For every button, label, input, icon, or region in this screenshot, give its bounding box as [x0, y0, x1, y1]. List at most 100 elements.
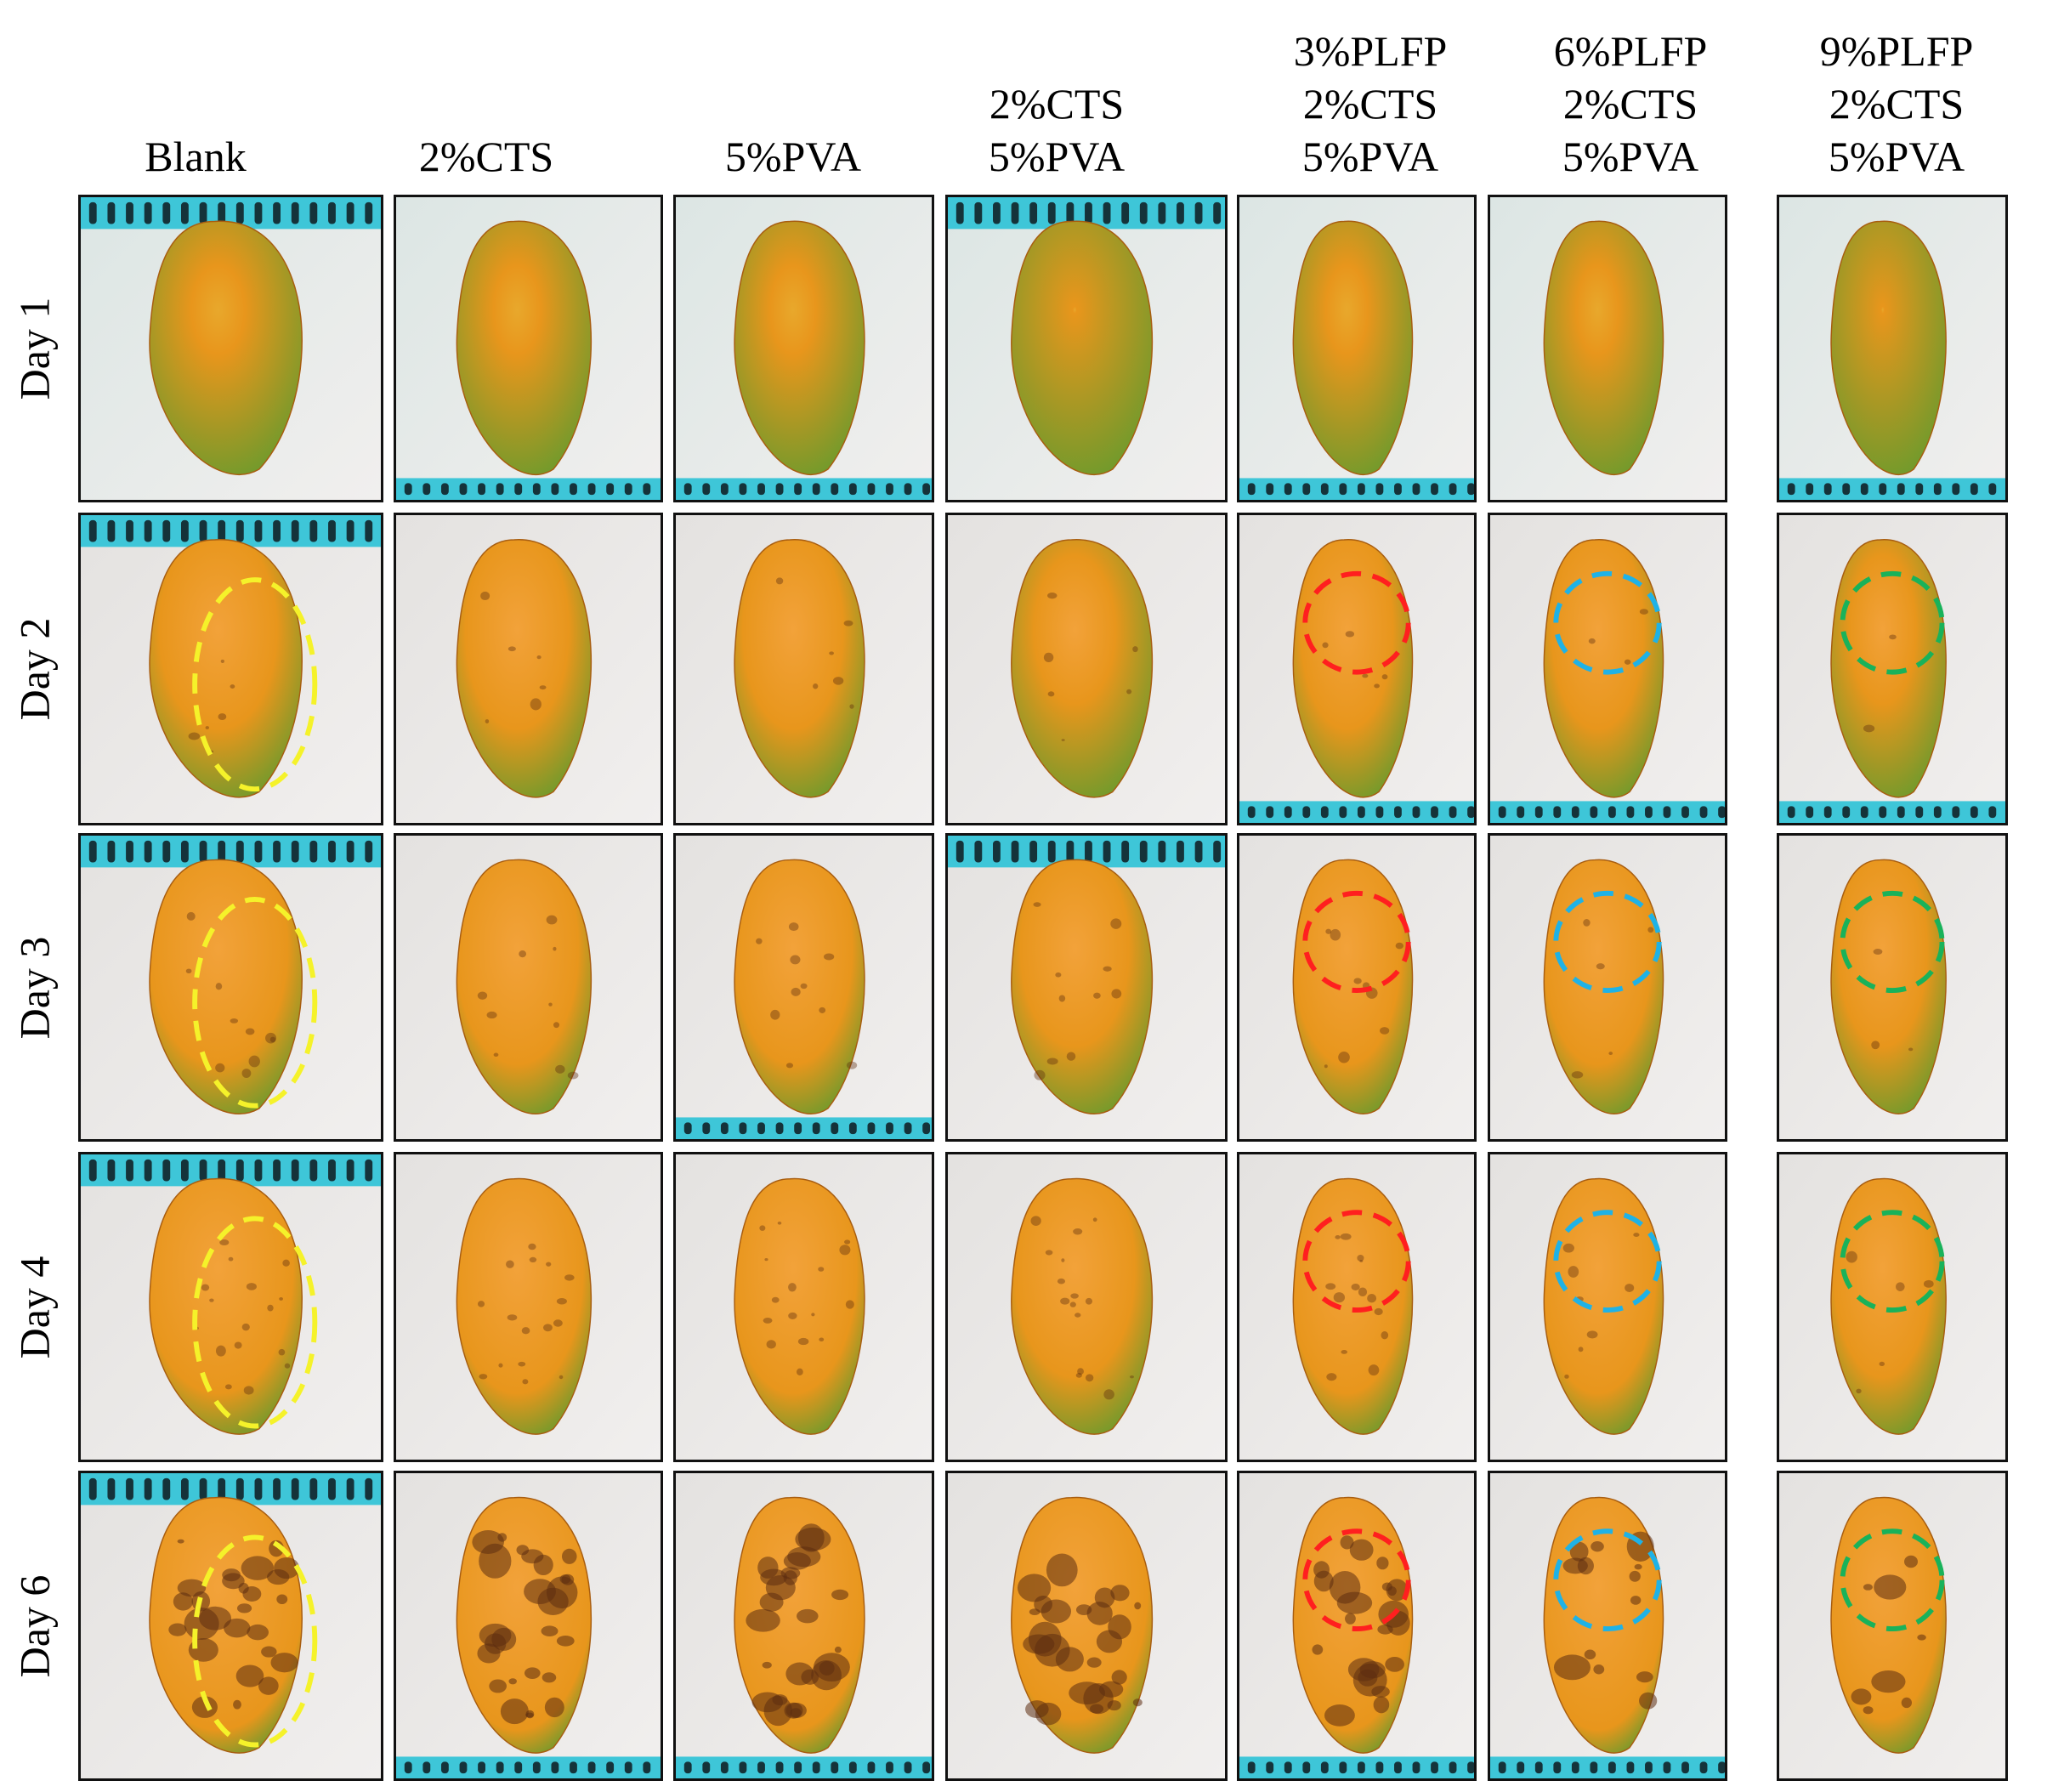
mango-photo — [1488, 1471, 1727, 1781]
dashed-circle-blank — [192, 1534, 318, 1748]
column-header-4: 2%CTS 5%PVA — [929, 0, 1184, 183]
mango — [149, 1177, 303, 1435]
basket-strip — [676, 478, 932, 500]
dashed-circle-plfp3 — [1302, 570, 1411, 675]
mango-photo-image — [948, 515, 1225, 823]
row-label-3: Day 3 — [0, 833, 68, 1142]
brown-spots — [477, 1243, 575, 1385]
mango-photo — [1488, 195, 1727, 502]
brown-spots — [477, 915, 579, 1080]
mango-photo-image — [1779, 515, 2005, 823]
brown-spots — [1017, 1553, 1143, 1726]
mango-photo — [1777, 1471, 2008, 1781]
mango-photo-image — [948, 197, 1225, 500]
column-header-line: 5%PVA — [724, 133, 862, 180]
mango-photo-image — [1239, 515, 1474, 823]
mango-photo-image — [948, 1154, 1225, 1460]
row-label-text: Day 1 — [10, 297, 58, 400]
mango-photo-image — [676, 836, 932, 1139]
column-header-line: 2%CTS — [1562, 80, 1698, 128]
mango — [1011, 859, 1154, 1114]
mango — [149, 539, 303, 798]
mango-photo — [945, 1152, 1228, 1462]
brown-spots — [1312, 1535, 1410, 1727]
dashed-circle-blank — [192, 1216, 318, 1429]
basket-strip — [1239, 801, 1474, 823]
mango-photo — [78, 195, 383, 502]
column-header-3: 5%PVA — [666, 0, 921, 183]
mango — [1011, 220, 1154, 475]
mango-photo-image — [1779, 1473, 2005, 1778]
mango — [149, 859, 303, 1114]
basket-strip — [1490, 1756, 1725, 1778]
mango — [734, 220, 865, 475]
mango-photo-image — [396, 836, 661, 1139]
brown-spots — [185, 911, 277, 1079]
basket-strip — [1239, 1756, 1474, 1778]
mango-photo — [394, 195, 663, 502]
brown-spots — [194, 1239, 291, 1395]
mango-photo-image — [1779, 1154, 2005, 1460]
mango-photo — [78, 513, 383, 825]
mango — [456, 539, 593, 798]
mango-photo-image — [1779, 836, 2005, 1139]
brown-spots — [775, 577, 854, 709]
column-header-line: 6%PLFP — [1553, 27, 1708, 75]
mango-photo — [1488, 833, 1727, 1142]
brown-spots — [1030, 1216, 1134, 1400]
mango-photo — [1237, 833, 1477, 1142]
brown-spots — [759, 1221, 854, 1375]
mango-photo-image — [1779, 197, 2005, 500]
column-header-line: 5%PVA — [988, 133, 1126, 180]
dashed-circle-plfp9 — [1840, 1528, 1945, 1632]
row-label-5: Day 6 — [0, 1471, 68, 1781]
mango-photo — [945, 513, 1228, 825]
mango-photo-image — [396, 1473, 661, 1778]
column-header-1: Blank — [68, 0, 323, 183]
mango-photo — [394, 833, 663, 1142]
dashed-circle-plfp3 — [1302, 1528, 1411, 1632]
column-header-line: 5%PVA — [1562, 133, 1699, 180]
row-label-1: Day 1 — [0, 195, 68, 502]
brown-spots — [1863, 634, 1897, 733]
brown-spots — [1325, 1233, 1389, 1381]
mango-photo — [394, 1471, 663, 1781]
brown-spots — [1571, 919, 1654, 1079]
mango-photo — [394, 1152, 663, 1462]
mango — [734, 1177, 865, 1435]
basket-strip — [1490, 801, 1725, 823]
brown-spots — [1033, 902, 1122, 1080]
row-label-2: Day 2 — [0, 513, 68, 825]
mango-photo-image — [1490, 515, 1725, 823]
dashed-circle-plfp9 — [1840, 570, 1945, 675]
mango-photo-image — [81, 197, 381, 500]
mango-photo — [394, 513, 663, 825]
mango-photo-image — [1490, 1154, 1725, 1460]
basket-strip — [396, 1756, 661, 1778]
mango-photo-image — [676, 197, 932, 500]
mango-photo — [78, 1471, 383, 1781]
brown-spots — [472, 1530, 578, 1725]
brown-spots — [1562, 1233, 1640, 1379]
brown-spots — [1871, 949, 1914, 1052]
mango — [1011, 1177, 1153, 1435]
mango — [1011, 539, 1153, 798]
mango — [1292, 220, 1414, 475]
dashed-circle-blank — [192, 577, 318, 792]
mango-photo-image — [81, 1154, 381, 1460]
mango-photo — [673, 1152, 934, 1462]
mango-photo-image — [676, 1154, 932, 1460]
mango-photo — [1777, 833, 2008, 1142]
column-header-line: Blank — [145, 133, 247, 180]
brown-spots — [756, 922, 858, 1069]
mango-photo-image — [676, 1473, 932, 1778]
basket-strip — [81, 515, 381, 547]
mango-photo — [673, 513, 934, 825]
mango-photo-image — [396, 197, 661, 500]
row-label-4: Day 4 — [0, 1152, 68, 1462]
mango-photo — [1488, 513, 1727, 825]
mango-photo — [1777, 195, 2008, 502]
column-header-line: 5%PVA — [1828, 133, 1965, 180]
basket-strip — [1239, 478, 1474, 500]
mango-photo-image — [81, 515, 381, 823]
